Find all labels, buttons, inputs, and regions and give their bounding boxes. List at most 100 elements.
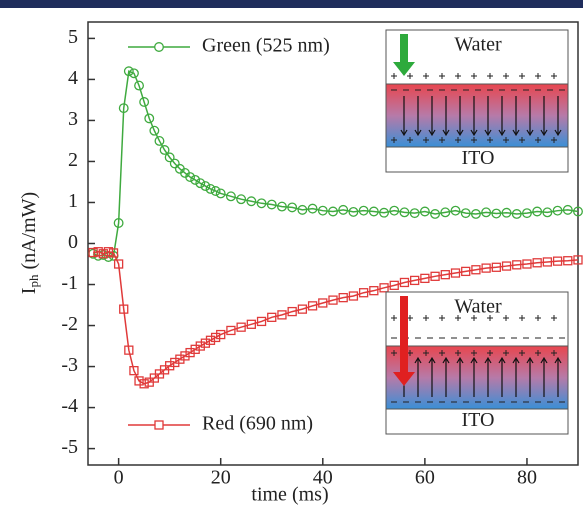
- data-point: [471, 265, 481, 275]
- field-arrow: [442, 96, 450, 137]
- inset: Water ITO: [385, 29, 569, 173]
- data-point: [200, 338, 211, 348]
- inset: Water ITO: [385, 291, 569, 435]
- data-point: [399, 207, 410, 218]
- data-point: [328, 206, 338, 217]
- x-tick-label: 60: [415, 467, 435, 489]
- field-arrow: [540, 356, 548, 397]
- y-axis-label: Iph (nA/mW): [18, 192, 41, 294]
- x-tick-label: 20: [211, 467, 231, 489]
- data-point: [134, 376, 144, 386]
- data-point: [461, 266, 471, 277]
- field-arrow: [498, 356, 506, 397]
- data-point: [563, 256, 573, 266]
- data-point: [88, 247, 98, 258]
- legend-marker: [154, 420, 164, 430]
- data-point: [369, 286, 379, 296]
- data-point: [215, 188, 226, 199]
- field-arrow: [512, 96, 520, 137]
- data-point: [389, 205, 400, 216]
- data-point: [149, 125, 160, 136]
- data-point: [542, 257, 553, 267]
- x-axis-label: time (ms): [251, 484, 328, 506]
- data-point: [481, 207, 492, 218]
- y-tick-label: 5: [68, 26, 78, 48]
- data-point: [277, 310, 287, 320]
- data-point: [440, 207, 451, 218]
- x-tick-label: 0: [114, 467, 124, 489]
- legend-label: Green (525 nm): [202, 35, 330, 57]
- field-arrow: [484, 356, 492, 397]
- data-point: [205, 183, 216, 194]
- data-point: [491, 208, 502, 219]
- data-point: [123, 66, 134, 77]
- data-point: [430, 209, 441, 219]
- data-point: [287, 202, 298, 213]
- y-tick-label: -4: [61, 395, 78, 417]
- data-point: [389, 280, 399, 290]
- series-line: [92, 250, 579, 385]
- data-point: [338, 204, 349, 215]
- field-arrow: [414, 96, 422, 137]
- data-point: [399, 277, 410, 288]
- series-line: [92, 70, 579, 258]
- data-point: [134, 80, 144, 91]
- field-arrow: [428, 96, 436, 137]
- field-arrow: [512, 356, 520, 397]
- field-arrow: [540, 96, 548, 137]
- field-arrow: [526, 356, 534, 397]
- data-point: [542, 207, 553, 218]
- data-point: [170, 357, 180, 368]
- inset-electrode: ITO: [462, 409, 495, 431]
- field-arrow: [470, 96, 478, 137]
- y-tick-label: 3: [68, 108, 78, 130]
- data-point: [205, 335, 216, 345]
- data-point: [358, 288, 369, 298]
- field-arrow: [526, 96, 534, 137]
- x-tick-label: 40: [313, 467, 333, 489]
- data-point: [128, 68, 139, 79]
- data-point: [358, 205, 369, 216]
- data-point: [552, 256, 563, 266]
- data-point: [185, 172, 196, 183]
- data-point: [154, 136, 165, 146]
- data-point: [573, 255, 583, 265]
- data-point: [185, 347, 195, 358]
- data-point: [379, 207, 389, 218]
- y-tick-label: -2: [61, 313, 78, 335]
- data-point: [190, 174, 201, 185]
- data-point: [144, 113, 155, 124]
- data-point: [297, 204, 308, 215]
- data-point: [419, 206, 430, 217]
- field-arrow: [554, 356, 562, 397]
- data-point: [210, 186, 221, 196]
- data-point: [159, 145, 170, 155]
- data-point: [108, 248, 119, 258]
- data-point: [277, 201, 287, 212]
- data-point: [200, 181, 211, 192]
- data-point: [348, 291, 359, 301]
- data-point: [532, 258, 542, 268]
- data-point: [236, 322, 246, 332]
- y-label-sub: ph: [26, 274, 41, 288]
- field-arrow: [470, 356, 478, 397]
- data-point: [552, 205, 563, 216]
- data-point: [307, 203, 318, 214]
- data-point: [190, 344, 200, 354]
- y-label-main: I: [18, 288, 40, 295]
- data-point: [256, 316, 267, 327]
- inset-electrode: ITO: [462, 147, 495, 169]
- y-label-unit: (nA/mW): [18, 192, 40, 275]
- x-tick-label: 80: [517, 467, 537, 489]
- data-point: [98, 249, 108, 259]
- field-arrow: [456, 356, 464, 397]
- data-point: [139, 97, 150, 107]
- data-point: [379, 283, 389, 293]
- data-point: [522, 208, 532, 219]
- data-point: [129, 366, 139, 376]
- data-point: [119, 304, 129, 314]
- top-band: [0, 0, 583, 8]
- inset-medium: Water: [454, 296, 502, 318]
- data-point: [430, 271, 440, 281]
- data-point: [450, 205, 461, 216]
